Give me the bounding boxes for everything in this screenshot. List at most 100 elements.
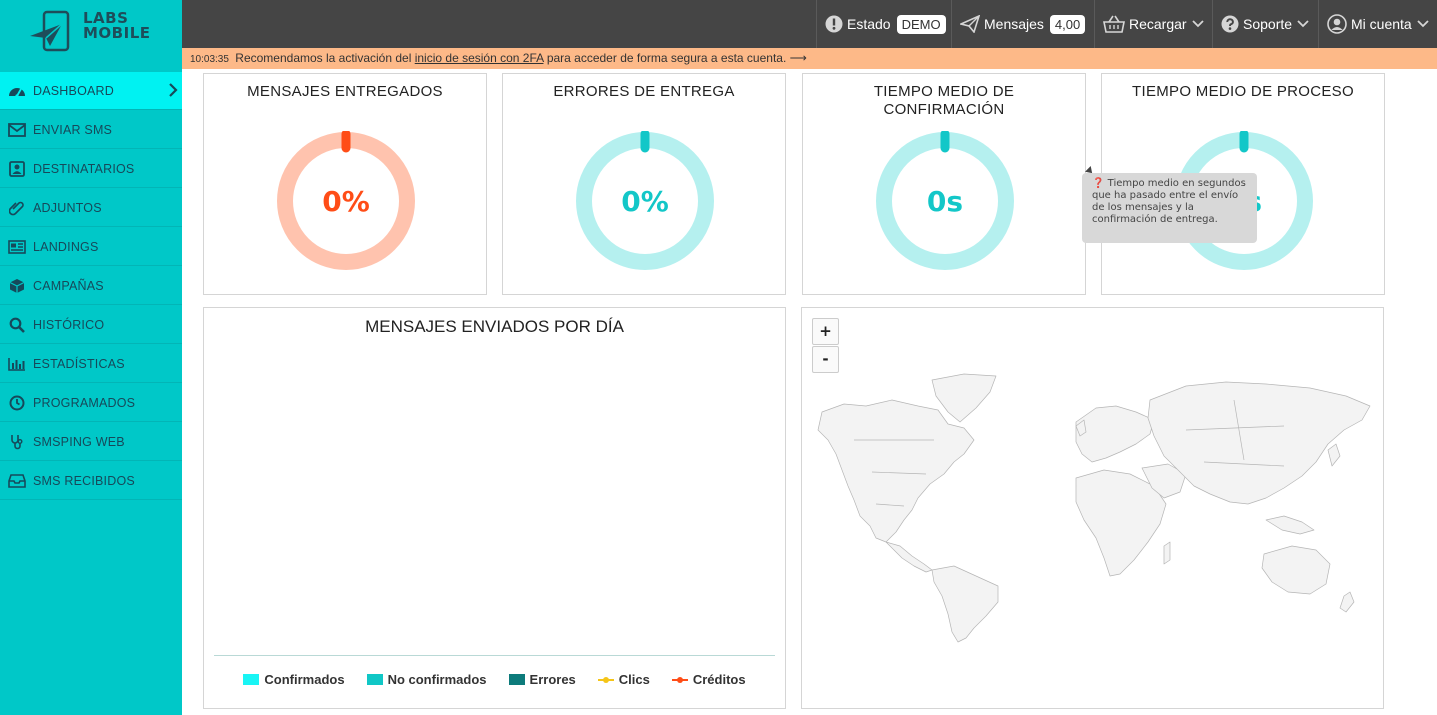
recargar-dropdown[interactable]: Recargar (1094, 0, 1212, 48)
brand-logo[interactable]: LABS MOBILE (0, 0, 182, 70)
chevron-down-icon (1417, 20, 1429, 28)
sidebar-item-smsping-web[interactable]: SMSPING WEB (0, 423, 182, 461)
estado-badge: DEMO (896, 14, 946, 34)
sidebar-item-label: PROGRAMADOS (33, 395, 136, 410)
world-map[interactable] (814, 370, 1374, 645)
sidebar: LABS MOBILE DASHBOARD ENVIAR SMS DESTINAT… (0, 0, 182, 715)
stat-title: MENSAJES ENTREGADOS (247, 83, 443, 100)
inbox-icon (8, 472, 26, 490)
map-region-central-america (885, 541, 933, 573)
alert-circle-icon (825, 15, 843, 33)
sidebar-item-programados[interactable]: PROGRAMADOS (0, 384, 182, 422)
messages-per-day-chart: MENSAJES ENVIADOS POR DÍA Confirmados No… (203, 307, 786, 709)
world-map-card: + - (801, 307, 1384, 709)
map-region-greenland (931, 373, 997, 423)
chart-title: MENSAJES ENVIADOS POR DÍA (365, 317, 624, 336)
paper-plane-icon (960, 15, 980, 33)
stat-card-mensajes-entregados: MENSAJES ENTREGADOS 0% (203, 73, 487, 295)
dashboard-icon (8, 82, 26, 100)
legend-item-errores[interactable]: Errores (508, 672, 576, 687)
stat-title: TIEMPO MEDIO DE PROCESO (1132, 83, 1354, 100)
legend-label: Confirmados (264, 672, 345, 687)
legend-item-no-confirmados[interactable]: No confirmados (366, 672, 487, 687)
legend-swatch (243, 674, 260, 685)
brand-line1: LABS (83, 9, 129, 27)
newspaper-icon (8, 238, 26, 256)
map-region-madagascar (1163, 541, 1171, 565)
sidebar-item-dashboard[interactable]: DASHBOARD (0, 72, 182, 110)
sidebar-item-destinatarios[interactable]: DESTINATARIOS (0, 150, 182, 188)
search-icon (8, 316, 26, 334)
map-region-north-america-detail (854, 439, 934, 507)
estado-label: Estado (847, 16, 891, 32)
stat-value: 0s (927, 185, 963, 218)
legend-label: Créditos (692, 672, 746, 687)
map-zoom-out-button[interactable]: - (812, 346, 839, 373)
sidebar-item-landings[interactable]: LANDINGS (0, 228, 182, 266)
map-region-uk (1075, 419, 1087, 437)
map-region-middle-east (1141, 463, 1187, 499)
stat-card-tiempo-confirmacion: TIEMPO MEDIO DE CONFIRMACIÓN 0s (802, 73, 1086, 295)
soporte-label: Soporte (1243, 16, 1293, 32)
stat-gauge: 0s (876, 131, 1014, 270)
legend-item-confirmados[interactable]: Confirmados (243, 672, 345, 687)
stat-value: 0% (621, 185, 669, 218)
legend-line-marker (597, 676, 614, 683)
sidebar-item-label: LANDINGS (33, 239, 99, 254)
stat-gauge: 0% (576, 131, 714, 270)
notice-text-before: Recomendamos la activación del (235, 51, 412, 65)
legend-swatch (366, 674, 383, 685)
top-navbar: Estado DEMO Mensajes 4,00 Recargar Sopor… (182, 0, 1437, 48)
map-zoom-in-button[interactable]: + (812, 318, 839, 345)
sidebar-item-adjuntos[interactable]: ADJUNTOS (0, 189, 182, 227)
sidebar-item-campanas[interactable]: CAMPAÑAS (0, 267, 182, 305)
sidebar-item-enviar-sms[interactable]: ENVIAR SMS (0, 111, 182, 149)
shopping-basket-icon (1103, 15, 1125, 33)
stat-title: ERRORES DE ENTREGA (553, 83, 735, 100)
sidebar-item-label: DASHBOARD (33, 83, 114, 98)
legend-label: No confirmados (387, 672, 487, 687)
sidebar-item-label: ADJUNTOS (33, 200, 102, 215)
map-region-japan (1327, 443, 1341, 467)
sidebar-item-historico[interactable]: HISTÓRICO (0, 306, 182, 344)
paperclip-icon (8, 199, 26, 217)
soporte-dropdown[interactable]: Soporte (1212, 0, 1318, 48)
map-region-europe (1075, 405, 1155, 463)
legend-label: Errores (529, 672, 576, 687)
map-region-north-america (817, 399, 975, 543)
sidebar-item-estadisticas[interactable]: ESTADÍSTICAS (0, 345, 182, 383)
estado-menu[interactable]: Estado DEMO (816, 0, 951, 48)
sidebar-item-label: DESTINATARIOS (33, 161, 135, 176)
stat-value: 0% (322, 185, 370, 218)
brand-line2: MOBILE (83, 24, 151, 42)
chart-legend: Confirmados No confirmados Errores Clics… (204, 672, 785, 687)
stat-card-errores-entrega: ERRORES DE ENTREGA 0% (502, 73, 786, 295)
stethoscope-icon (8, 433, 26, 451)
mensajes-menu[interactable]: Mensajes 4,00 (951, 0, 1094, 48)
contact-card-icon (8, 160, 26, 178)
stat-title: TIEMPO MEDIO DE CONFIRMACIÓN (873, 83, 1015, 118)
help-circle-icon (1221, 15, 1239, 33)
sidebar-item-label: ESTADÍSTICAS (33, 356, 125, 371)
sidebar-item-label: HISTÓRICO (33, 317, 105, 332)
info-icon: ❓ (1092, 178, 1105, 189)
map-region-south-america (931, 565, 999, 643)
cube-icon (8, 277, 26, 295)
sidebar-item-sms-recibidos[interactable]: SMS RECIBIDOS (0, 462, 182, 500)
map-region-new-zealand (1339, 591, 1355, 613)
legend-item-clics[interactable]: Clics (597, 672, 650, 687)
security-notice-banner: 10:03:35 Recomendamos la activación del … (182, 48, 1437, 69)
legend-swatch (508, 674, 525, 685)
mi-cuenta-dropdown[interactable]: Mi cuenta (1318, 0, 1437, 48)
bar-chart-icon (8, 355, 26, 373)
notice-text-after: para acceder de forma segura a esta cuen… (546, 51, 807, 65)
sidebar-item-label: SMS RECIBIDOS (33, 473, 135, 488)
chevron-down-icon (1297, 20, 1309, 28)
mensajes-credits-badge: 4,00 (1049, 14, 1086, 34)
2fa-login-link[interactable]: inicio de sesión con 2FA (414, 51, 544, 65)
chart-x-axis (214, 655, 775, 656)
legend-item-creditos[interactable]: Créditos (671, 672, 746, 687)
cuenta-label: Mi cuenta (1351, 16, 1412, 32)
legend-line-marker (671, 676, 688, 683)
map-region-asia (1147, 381, 1371, 505)
